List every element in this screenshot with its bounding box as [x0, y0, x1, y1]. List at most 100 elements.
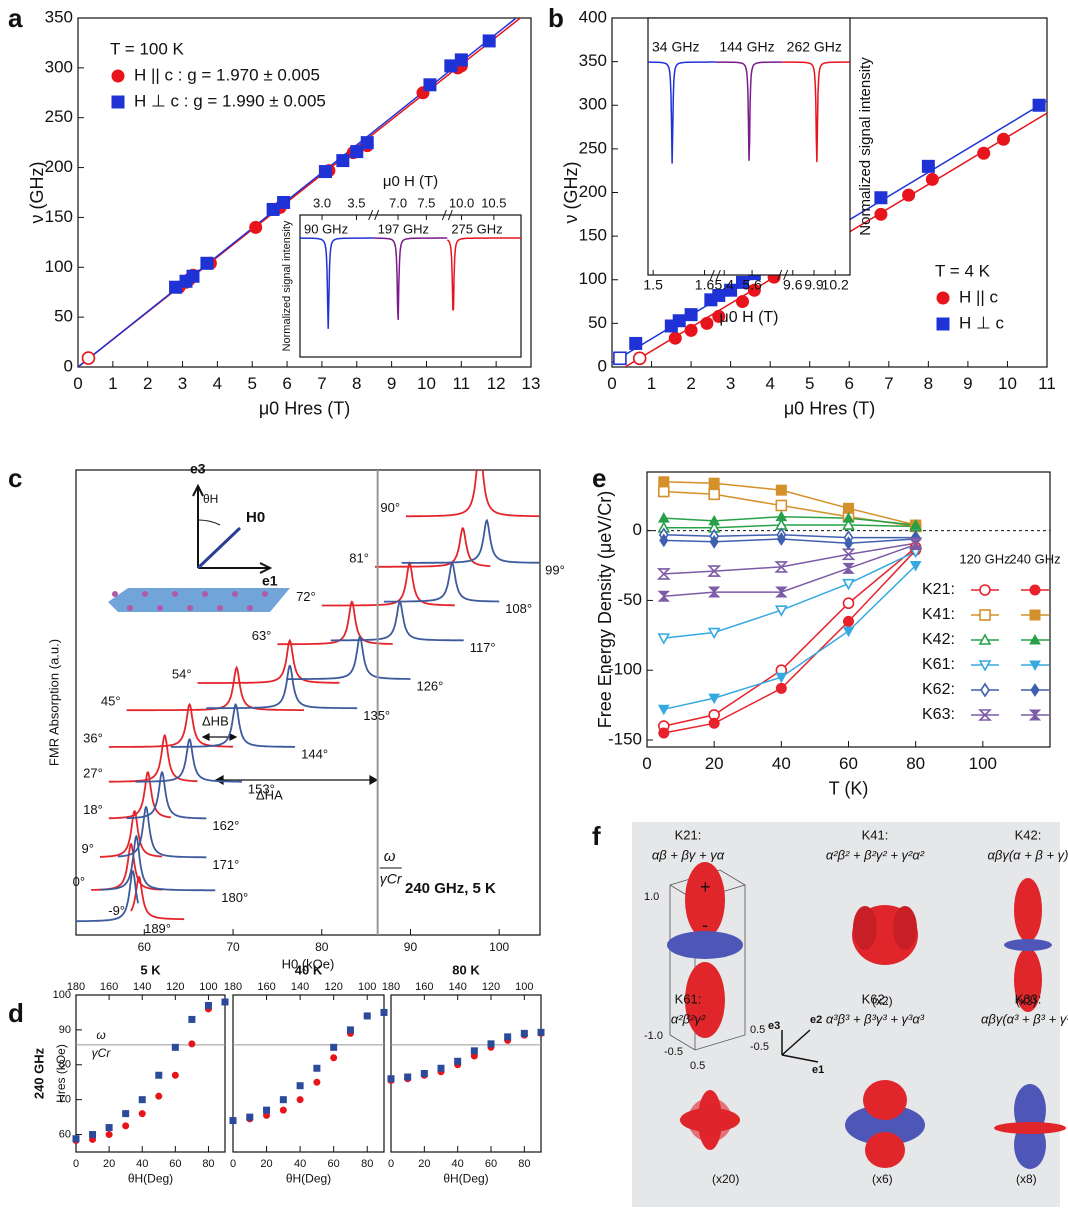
angle-label: 18° — [83, 802, 103, 817]
x2-tick-label: 160 — [415, 981, 433, 993]
marker — [246, 1113, 254, 1121]
y-tick-label: -150 — [608, 730, 642, 749]
marker — [977, 146, 991, 160]
y-axis-label: Hres (kOe) — [54, 1044, 68, 1103]
marker — [81, 351, 96, 365]
marker — [842, 562, 855, 574]
spectrum — [300, 237, 374, 329]
x-tick-label: 11 — [452, 374, 470, 393]
scale-label: (x3) — [1016, 994, 1037, 1008]
x-tick-label: 5.4 — [715, 277, 735, 293]
y-tick-label: 350 — [45, 7, 73, 26]
x-tick-label: 100 — [969, 754, 997, 773]
x-tick-label: 4 — [213, 374, 222, 393]
x-tick-label: 12 — [487, 374, 506, 393]
marker — [487, 1040, 495, 1048]
x-tick-label: 4 — [765, 374, 774, 393]
spectrum — [330, 600, 464, 642]
scale-label: (x6) — [872, 1172, 893, 1186]
marker — [684, 308, 698, 322]
axis-break — [709, 269, 721, 281]
marker — [330, 1043, 338, 1051]
marker — [387, 1075, 395, 1083]
x-tick-label: 80 — [202, 1158, 214, 1170]
series-line — [663, 546, 917, 727]
plot-frame — [232, 994, 385, 1153]
x-tick-label: 60 — [138, 940, 152, 954]
marker — [1029, 609, 1041, 621]
x-tick-label: 40 — [136, 1158, 148, 1170]
diagram-label: H0 — [246, 509, 265, 526]
spectrum — [286, 635, 411, 680]
x-tick-label: 60 — [839, 754, 858, 773]
legend-label: H || c : g = 1.970 ± 0.005 — [134, 65, 320, 84]
marker — [775, 672, 788, 684]
x-tick-label: 2 — [143, 374, 152, 393]
marker — [336, 154, 350, 168]
marker — [482, 34, 496, 48]
marker — [747, 283, 761, 297]
marker — [659, 533, 669, 548]
x-tick-label: 0 — [607, 374, 616, 393]
angle-label: 45° — [101, 694, 121, 709]
y-axis-label: Free Energy Density (μeV/Cr) — [595, 491, 615, 728]
spectrum — [76, 869, 139, 923]
marker — [775, 484, 787, 496]
y-axis-label: ν (GHz) — [561, 162, 581, 224]
x-tick-label: 80 — [518, 1158, 530, 1170]
angle-label: 162° — [212, 818, 239, 833]
spectrum — [648, 61, 716, 164]
x-tick-label: 40 — [452, 1158, 464, 1170]
marker — [736, 295, 749, 309]
axis-label: e2 — [810, 1014, 822, 1026]
marker — [1029, 660, 1041, 672]
x-tick-label: 80 — [906, 754, 925, 773]
marker — [1032, 98, 1046, 112]
x-axis-label: μ0 H (T) — [383, 173, 438, 190]
x-tick-label: 10.2 — [822, 277, 849, 293]
y-tick-label: -100 — [608, 660, 642, 679]
y-tick-label: 0 — [64, 356, 73, 375]
x-tick-label: 40 — [772, 754, 791, 773]
marker — [979, 584, 991, 596]
angle-label: 144° — [301, 747, 328, 762]
legend-label: H ⊥ c : g = 1.990 ± 0.005 — [134, 91, 326, 110]
diagram-label: θH — [203, 492, 218, 506]
x-tick-label: 0 — [388, 1158, 394, 1170]
legend-label: K62: — [922, 681, 955, 698]
marker — [188, 1040, 196, 1048]
x-tick-label: 6 — [845, 374, 854, 393]
series-line — [663, 515, 916, 526]
marker — [921, 159, 935, 173]
angle-label: 81° — [349, 550, 369, 565]
spectrum — [782, 61, 850, 163]
width-arrows — [201, 733, 379, 786]
marker — [656, 568, 671, 580]
marker — [775, 586, 788, 598]
marker — [277, 195, 291, 209]
marker — [330, 1054, 338, 1062]
term-formula: αβγ(α + β + γ) — [988, 847, 1068, 862]
x-tick-label: 0 — [73, 1158, 79, 1170]
x-tick-label: 6 — [282, 374, 291, 393]
marker — [657, 590, 670, 602]
angle-label: 72° — [296, 589, 316, 604]
x-tick-label: 3.0 — [313, 195, 331, 210]
y-tick-label: 60 — [59, 1128, 71, 1140]
y-tick-label: -50 — [617, 590, 642, 609]
plot-frame — [77, 17, 532, 368]
x-tick-label: 10 — [998, 374, 1017, 393]
marker — [874, 191, 888, 205]
y-tick-label: 80 — [59, 1059, 71, 1071]
term-formula: α²β² + β²γ² + γ²α² — [826, 847, 925, 862]
x-tick-label: 20 — [103, 1158, 115, 1170]
marker — [313, 1078, 321, 1086]
marker — [712, 309, 726, 323]
chart-title: 80 K — [452, 962, 480, 977]
marker — [707, 627, 721, 640]
angle-label: -9° — [108, 903, 125, 918]
series-label: 197 GHz — [378, 221, 429, 236]
x-tick-label: 60 — [485, 1158, 497, 1170]
plot-frame — [75, 469, 541, 936]
angle-label: 108° — [505, 601, 532, 616]
